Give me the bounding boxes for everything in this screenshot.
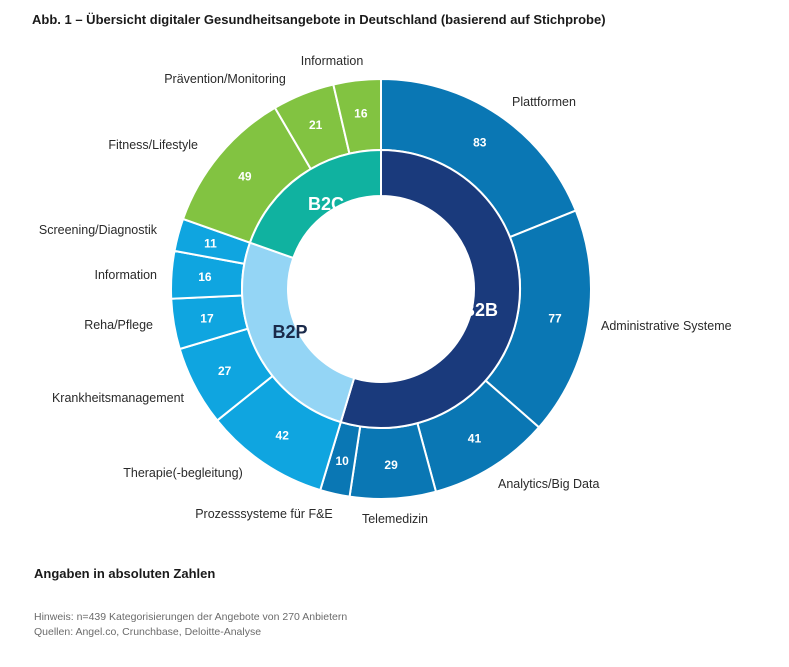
value-label-b2p-screening-diagnostik: 11 bbox=[204, 236, 217, 250]
units-note: Angaben in absoluten Zahlen bbox=[34, 566, 216, 581]
inner-segment-b2c bbox=[248, 148, 382, 260]
inner-label-b2c: B2C bbox=[308, 194, 344, 214]
value-label-b2b-telemedizin: 29 bbox=[384, 458, 398, 472]
nested-donut-chart: B2B8377412910B2P4227171611B2C492116Platt… bbox=[39, 54, 732, 526]
value-label-b2b-plattformen: 83 bbox=[473, 136, 487, 150]
category-labels: Plattformen Administrative Systeme Analyti… bbox=[39, 54, 732, 526]
category-label-b2c-praevention-monitoring: Prävention/Monitoring bbox=[164, 72, 286, 86]
value-labels: B2B 83 77 41 29 10 B2P 42 27 17 16 11 B2C 49 21 16 bbox=[198, 107, 562, 473]
inner-ring bbox=[241, 148, 521, 429]
value-label-b2c-information: 16 bbox=[354, 107, 368, 121]
inner-segment-b2b bbox=[339, 148, 521, 429]
value-label-b2p-information: 16 bbox=[198, 270, 212, 284]
value-label-b2b-administrative-systeme: 77 bbox=[548, 312, 562, 326]
footnote-hint: Hinweis: n=439 Kategorisierungen der Ang… bbox=[34, 611, 348, 623]
category-label-b2b-analytics-big-data: Analytics/Big Data bbox=[498, 477, 599, 491]
category-label-b2c-information: Information bbox=[301, 54, 364, 68]
category-label-b2p-reha-pflege: Reha/Pflege bbox=[84, 318, 153, 332]
value-label-b2c-fitness-lifestyle: 49 bbox=[238, 170, 252, 184]
footnote-sources: Quellen: Angel.co, Crunchbase, Deloitte-… bbox=[34, 626, 262, 638]
inner-label-b2p: B2P bbox=[272, 322, 307, 342]
value-label-b2c-praevention-monitoring: 21 bbox=[309, 118, 323, 132]
category-label-b2b-plattformen: Plattformen bbox=[512, 95, 576, 109]
value-label-b2p-krankheitsmanagement: 27 bbox=[218, 364, 232, 378]
chart-title: Abb. 1 – Übersicht digitaler Gesundheits… bbox=[32, 12, 606, 27]
value-label-b2b-prozesssysteme-fuer-funde: 10 bbox=[335, 454, 349, 468]
value-label-b2p-reha-pflege: 17 bbox=[200, 312, 214, 326]
category-label-b2p-information: Information bbox=[94, 268, 157, 282]
category-label-b2p-krankheitsmanagement: Krankheitsmanagement bbox=[52, 391, 185, 405]
outer-ring bbox=[170, 77, 592, 500]
value-label-b2p-therapie-begleitung: 42 bbox=[276, 428, 290, 442]
category-label-b2c-fitness-lifestyle: Fitness/Lifestyle bbox=[108, 138, 198, 152]
category-label-b2p-screening-diagnostik: Screening/Diagnostik bbox=[39, 223, 158, 237]
category-label-b2b-telemedizin: Telemedizin bbox=[362, 512, 428, 526]
inner-label-b2b: B2B bbox=[462, 300, 498, 320]
category-label-b2b-prozesssysteme-fuer-funde: Prozesssysteme für F&E bbox=[195, 507, 333, 521]
value-label-b2b-analytics-big-data: 41 bbox=[468, 432, 482, 446]
category-label-b2p-therapie-begleitung: Therapie(-begleitung) bbox=[123, 466, 243, 480]
category-label-b2b-administrative-systeme: Administrative Systeme bbox=[601, 319, 732, 333]
